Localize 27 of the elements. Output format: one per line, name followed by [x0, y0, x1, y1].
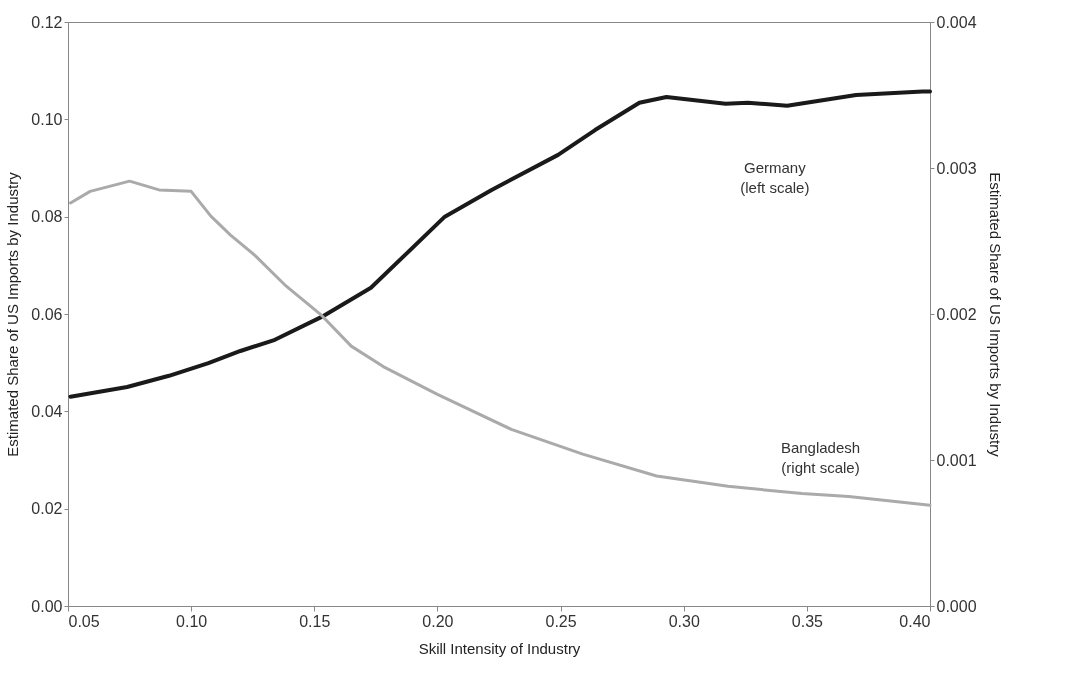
y-axis-title: Estimated Share of US Imports by Industry [4, 171, 22, 457]
x-tick-label: 0.10 [176, 612, 208, 630]
y2-tick-label: 0.002 [936, 305, 977, 323]
y-tick-label: 0.06 [31, 305, 63, 323]
y2-tick-label: 0.000 [936, 597, 977, 615]
x-tick-label: 0.40 [899, 612, 931, 630]
y-tick-label: 0.04 [31, 402, 63, 420]
y2-tick-label: 0.004 [936, 13, 977, 31]
y-tick-label: 0.00 [31, 597, 63, 615]
annotation: Germany (left scale) [740, 159, 810, 196]
annotation: Bangladesh (right scale) [780, 439, 861, 477]
line-series [68, 179, 932, 507]
line-series [68, 89, 932, 399]
x-tick-label: 0.30 [668, 612, 700, 630]
x-tick-label: 0.15 [299, 612, 331, 630]
y2-tick-label: 0.003 [936, 159, 977, 177]
x-tick-label: 0.25 [545, 612, 577, 630]
y-tick-label: 0.12 [31, 13, 63, 31]
y2-axis-title: Estimated Share of US Imports by Industry [986, 172, 1004, 458]
y2-tick-label: 0.001 [936, 451, 977, 469]
x-tick-label: 0.35 [791, 612, 824, 630]
x-axis-title: Skill Intensity of Industry [418, 639, 581, 657]
y-tick-label: 0.02 [31, 500, 63, 518]
x-tick-label: 0.20 [422, 612, 454, 630]
x-tick-label: 0.05 [68, 612, 100, 630]
y-tick-label: 0.10 [31, 110, 63, 128]
y-tick-label: 0.08 [31, 208, 63, 226]
